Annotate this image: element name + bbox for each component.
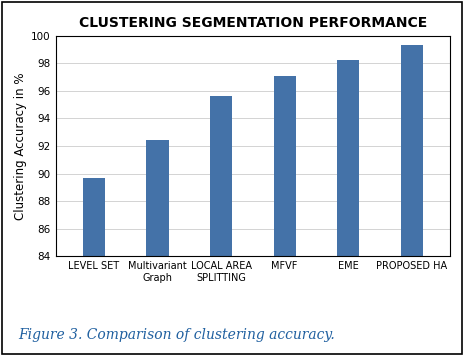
Bar (209, 96, 232, 356)
Bar (82, 178, 105, 356)
Bar (273, 75, 295, 356)
Bar (337, 61, 359, 356)
Y-axis label: Clustering Accuracy in %: Clustering Accuracy in % (14, 72, 27, 220)
Text: Figure 3. Comparison of clustering accuracy.: Figure 3. Comparison of clustering accur… (19, 328, 335, 342)
Bar (400, 45, 422, 356)
Bar (146, 141, 168, 356)
Title: CLUSTERING SEGMENTATION PERFORMANCE: CLUSTERING SEGMENTATION PERFORMANCE (79, 16, 426, 30)
